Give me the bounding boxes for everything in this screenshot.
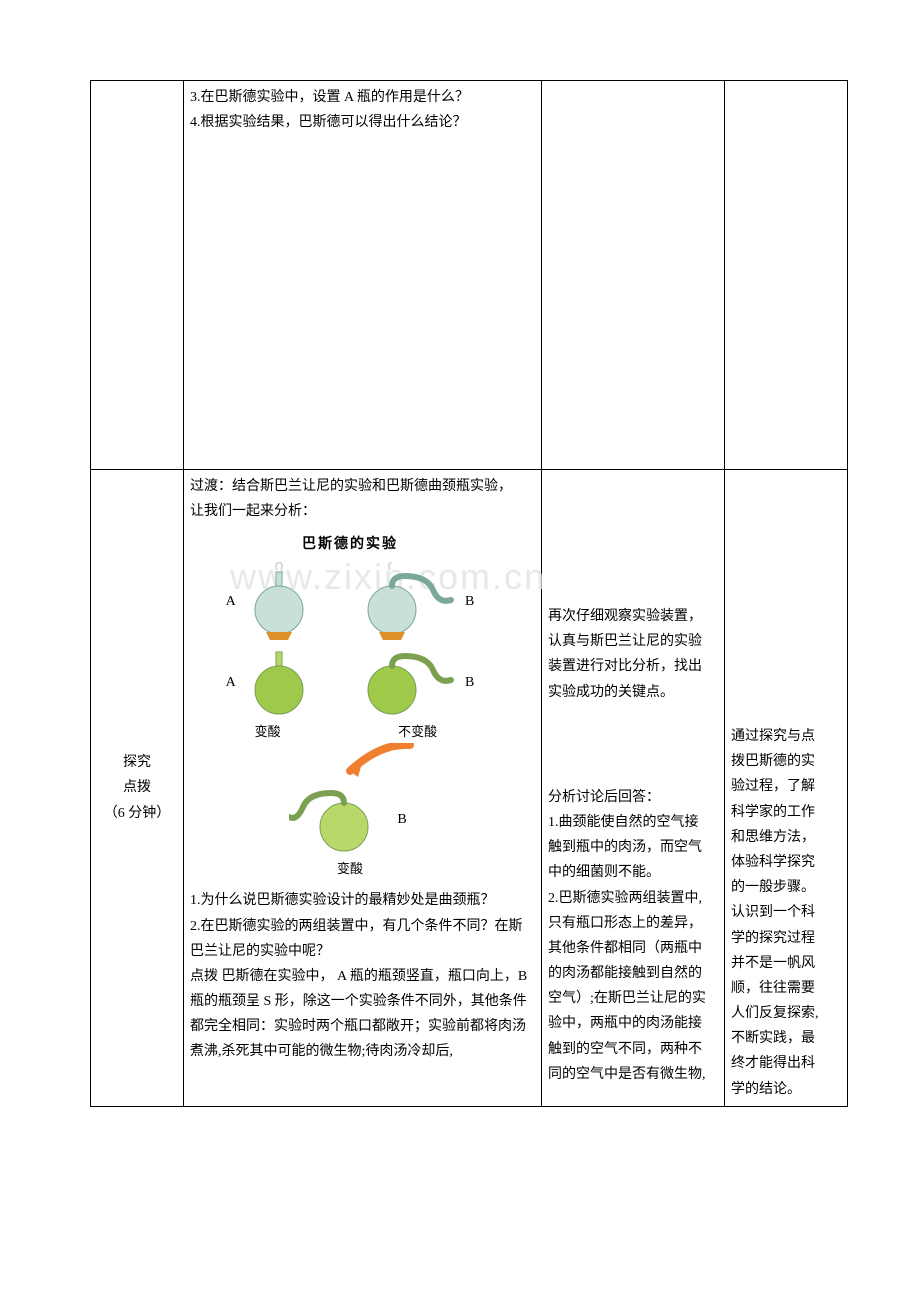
cell-teacher-activity-1: 3.在巴斯德实验中，设置 A 瓶的作用是什么？ 4.根据实验结果，巴斯德可以得出… (184, 81, 542, 470)
intro-line2: 让我们一起来分析： (190, 504, 316, 519)
stage-line2: 点拨 (97, 775, 177, 800)
cell-student-activity-2: 再次仔细观察实验装置， 认真与斯巴兰让尼的实验 装置进行对比分析，找出 实验成功… (542, 470, 725, 1107)
label-B: B (465, 589, 474, 614)
analysis-q1: 1.为什么说巴斯德实验设计的最精妙处是曲颈瓶？ (190, 888, 535, 913)
flask-b-sour-icon (289, 785, 389, 855)
cell-intent-1 (725, 81, 848, 470)
flask-b-notsour-icon (357, 648, 457, 718)
cell-stage-empty (91, 81, 184, 470)
caption-notsour: 不变酸 (398, 720, 437, 743)
stage-line1: 探究 (97, 750, 177, 775)
stage-line3: （6 分钟） (97, 801, 177, 826)
student-a1: 1.曲颈能使自然的空气接 触到瓶中的肉汤，而空气 中的细菌则不能。 (548, 810, 718, 886)
caption-sour2: 变酸 (337, 857, 363, 880)
student-mid: 分析讨论后回答： (548, 785, 718, 810)
label-B2: B (465, 670, 474, 695)
analysis-q2: 2.在巴斯德实验的两组装置中，有几个条件不同？在斯巴兰让尼的实验中呢？ (190, 914, 535, 964)
label-A2: A (226, 670, 236, 695)
table-row: 探究 点拨 （6 分钟） 过渡：结合斯巴兰让尼的实验和巴斯德曲颈瓶实验， 让我们… (91, 470, 848, 1107)
cell-intent-2: 通过探究与点 拨巴斯德的实 验过程，了解 科学家的工作 和思维方法， 体验科学探… (725, 470, 848, 1107)
pasteur-diagram: 巴斯德的实验 A (190, 532, 535, 880)
cell-teacher-activity-2: 过渡：结合斯巴兰让尼的实验和巴斯德曲颈瓶实验， 让我们一起来分析： 巴斯德的实验… (184, 470, 542, 1107)
intent-text: 通过探究与点 拨巴斯德的实 验过程，了解 科学家的工作 和思维方法， 体验科学探… (731, 724, 841, 1102)
question-4: 4.根据实验结果，巴斯德可以得出什么结论？ (190, 110, 535, 135)
table-row: 3.在巴斯德实验中，设置 A 瓶的作用是什么？ 4.根据实验结果，巴斯德可以得出… (91, 81, 848, 470)
flask-a-sour-icon (244, 648, 314, 718)
analysis-p1: 点拨 巴斯德在实验中， A 瓶的瓶颈竖直，瓶口向上，B 瓶的瓶颈呈 S 形，除这… (190, 964, 535, 1065)
label-B3: B (397, 807, 406, 832)
lesson-table: 3.在巴斯德实验中，设置 A 瓶的作用是什么？ 4.根据实验结果，巴斯德可以得出… (90, 80, 848, 1107)
arrow-icon (320, 743, 440, 783)
cell-student-activity-1 (542, 81, 725, 470)
intro-line1: 过渡：结合斯巴兰让尼的实验和巴斯德曲颈瓶实验， (190, 479, 512, 494)
diagram-title: 巴斯德的实验 (200, 532, 500, 557)
label-A: A (226, 589, 236, 614)
student-a2: 2.巴斯德实验两组装置中, 只有瓶口形态上的差异， 其他条件都相同（两瓶中 的肉… (548, 886, 718, 1088)
question-3: 3.在巴斯德实验中，设置 A 瓶的作用是什么？ (190, 85, 535, 110)
student-top: 再次仔细观察实验装置， 认真与斯巴兰让尼的实验 装置进行对比分析，找出 实验成功… (548, 604, 718, 705)
flask-a-boiling-icon (244, 562, 314, 642)
flask-b-boiling-icon (357, 562, 457, 642)
cell-stage-name: 探究 点拨 （6 分钟） (91, 470, 184, 1107)
transition-text: 过渡：结合斯巴兰让尼的实验和巴斯德曲颈瓶实验， 让我们一起来分析： (190, 474, 535, 524)
caption-sour: 变酸 (255, 720, 281, 743)
